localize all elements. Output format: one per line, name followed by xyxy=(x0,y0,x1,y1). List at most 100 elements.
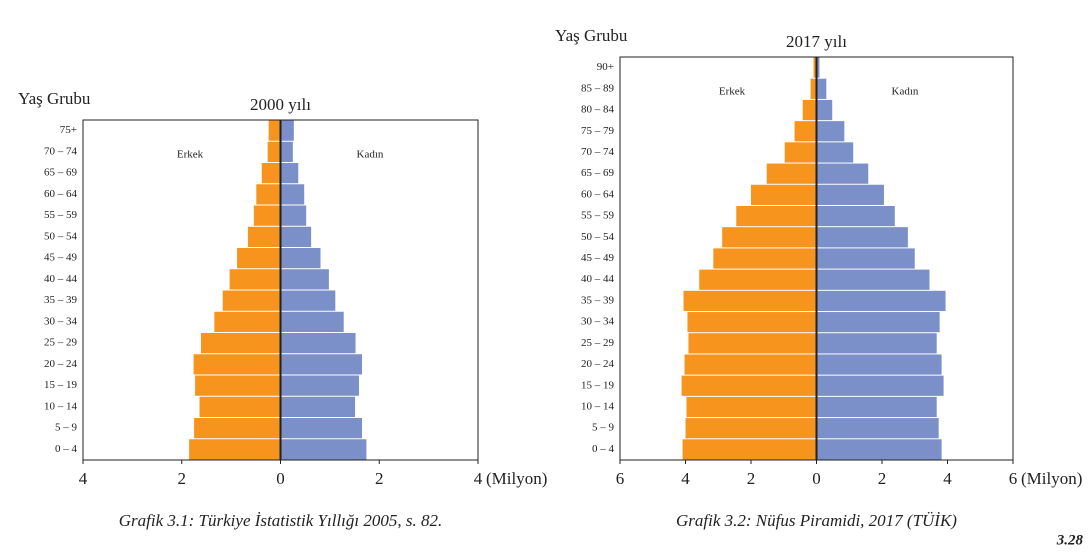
bar xyxy=(280,269,329,290)
x-tick-label: 2 xyxy=(878,469,887,488)
bar xyxy=(280,354,362,375)
bar xyxy=(688,333,817,354)
bar xyxy=(681,375,817,396)
x-tick-label: 4 xyxy=(79,469,88,488)
bar xyxy=(684,354,817,375)
bar xyxy=(722,227,817,248)
y-tick-label: 45 – 49 xyxy=(44,252,78,264)
y-tick-label: 30 – 34 xyxy=(581,316,615,328)
x-tick-label: 4 xyxy=(681,469,690,488)
bar xyxy=(816,142,854,163)
y-tick-label: 5 – 9 xyxy=(55,422,78,434)
bar xyxy=(802,99,817,121)
bar xyxy=(816,375,944,396)
bar xyxy=(247,226,281,247)
page-number: 3.28 xyxy=(1056,532,1084,548)
bar xyxy=(685,418,817,439)
bar xyxy=(195,375,281,396)
bar xyxy=(683,290,817,312)
bar xyxy=(816,248,915,269)
bar xyxy=(267,141,281,162)
y-tick-label: 20 – 24 xyxy=(581,358,615,370)
bar xyxy=(280,248,321,269)
y-tick-label: 15 – 19 xyxy=(44,379,78,391)
bar xyxy=(280,311,344,332)
bar xyxy=(813,57,817,78)
bar xyxy=(193,354,281,375)
y-tick-label: 45 – 49 xyxy=(581,252,615,264)
bar xyxy=(229,269,281,290)
y-tick-label: 50 – 54 xyxy=(44,230,78,242)
x-unit: (Milyon) xyxy=(1021,469,1082,488)
y-tick-label: 0 – 4 xyxy=(55,443,78,455)
y-tick-label: 85 – 89 xyxy=(581,82,615,94)
bar xyxy=(194,418,281,439)
x-tick-label: 0 xyxy=(812,469,821,488)
bar xyxy=(280,205,307,226)
bar xyxy=(280,439,367,460)
bar xyxy=(699,269,817,290)
bar xyxy=(280,418,362,439)
x-tick-label: 2 xyxy=(178,469,187,488)
y-tick-label: 25 – 29 xyxy=(44,337,78,349)
chart-title: 2017 yılı xyxy=(786,32,847,51)
bar xyxy=(751,184,817,205)
legend-label: Erkek xyxy=(719,86,746,98)
bar xyxy=(816,354,942,375)
bar xyxy=(816,121,845,142)
y-tick-label: 40 – 44 xyxy=(581,273,615,285)
bar xyxy=(280,163,299,184)
y-tick-label: 70 – 74 xyxy=(44,145,78,157)
bar xyxy=(784,142,817,163)
bar xyxy=(686,396,817,418)
legend-label: Kadın xyxy=(892,86,919,98)
bar xyxy=(816,269,930,290)
y-tick-label: 55 – 59 xyxy=(44,209,78,221)
bar xyxy=(816,78,827,99)
bar xyxy=(222,290,281,311)
y-tick-label: 10 – 14 xyxy=(44,400,78,412)
bar xyxy=(280,333,356,354)
y-tick-label: 15 – 19 xyxy=(581,379,615,391)
bar xyxy=(816,227,908,248)
bar xyxy=(253,205,281,226)
bar xyxy=(816,333,937,354)
caption: Grafik 3.1: Türkiye İstatistik Yıllığı 2… xyxy=(119,511,442,530)
y-tick-label: 55 – 59 xyxy=(581,210,615,222)
bar xyxy=(736,205,817,227)
bar xyxy=(816,290,946,312)
bar xyxy=(766,163,817,184)
y-tick-label: 0 – 4 xyxy=(592,443,615,455)
y-tick-label: 30 – 34 xyxy=(44,315,78,327)
bar xyxy=(201,333,281,354)
y-tick-label: 70 – 74 xyxy=(581,146,615,158)
y-tick-label: 20 – 24 xyxy=(44,358,78,370)
y-tick-label: 35 – 39 xyxy=(44,294,78,306)
y-tick-label: 40 – 44 xyxy=(44,273,78,285)
bar xyxy=(280,226,312,247)
bar xyxy=(682,439,817,460)
bar xyxy=(280,141,293,162)
y-tick-label: 75+ xyxy=(60,124,77,136)
bar xyxy=(261,163,281,184)
bar xyxy=(816,163,869,184)
bar xyxy=(256,184,281,205)
bar xyxy=(687,312,817,333)
bar xyxy=(810,78,817,99)
y-tick-label: 90+ xyxy=(597,61,614,73)
caption: Grafik 3.2: Nüfus Piramidi, 2017 (TÜİK) xyxy=(676,511,957,530)
bar xyxy=(794,121,817,142)
y-tick-label: 60 – 64 xyxy=(44,188,78,200)
y-tick-label: 5 – 9 xyxy=(592,422,615,434)
bar xyxy=(816,184,884,205)
y-axis-label: Yaş Grubu xyxy=(555,26,628,45)
bar xyxy=(268,120,281,141)
legend-label: Erkek xyxy=(177,149,204,161)
bar xyxy=(816,396,937,418)
chart-title: 2000 yılı xyxy=(250,95,311,114)
bar xyxy=(280,396,356,417)
x-tick-label: 4 xyxy=(943,469,952,488)
y-tick-label: 75 – 79 xyxy=(581,125,615,137)
